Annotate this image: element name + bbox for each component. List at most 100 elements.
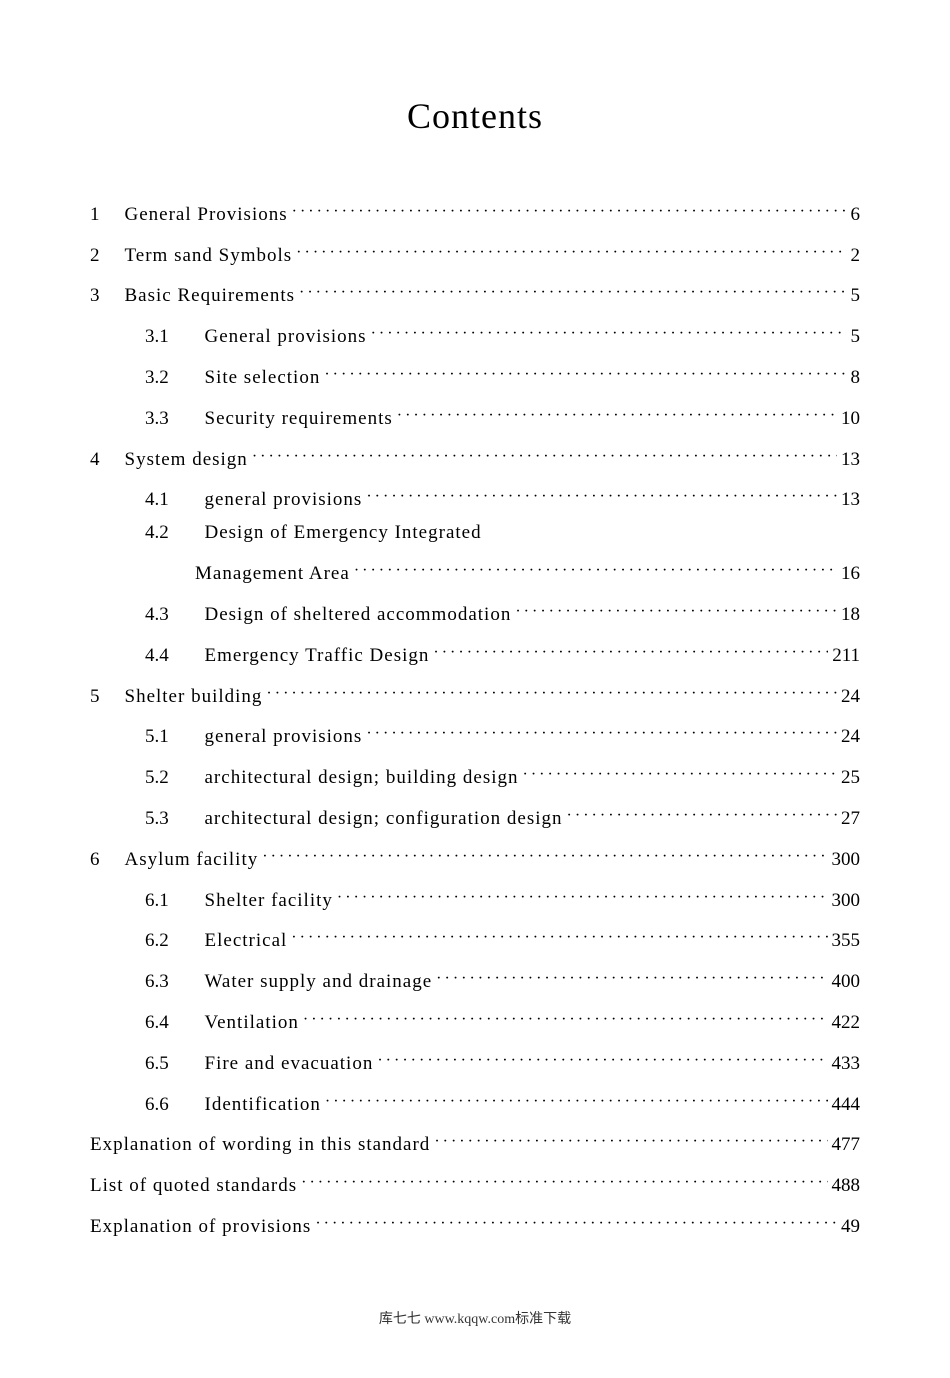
toc-entry-text: Security requirements bbox=[205, 409, 393, 428]
toc-page-number: 8 bbox=[851, 368, 861, 387]
toc-entry-text: Management Area bbox=[195, 564, 350, 583]
toc-page-number: 2 bbox=[851, 246, 861, 265]
toc-entry: Explanation of wording in this standard4… bbox=[90, 1128, 860, 1155]
toc-entry-text: Explanation of provisions bbox=[90, 1217, 311, 1236]
toc-dot-leader bbox=[324, 360, 846, 383]
toc-dot-leader bbox=[371, 319, 847, 342]
toc-page-number: 13 bbox=[841, 490, 860, 509]
toc-dot-leader bbox=[366, 483, 837, 506]
toc-entry-text: architectural design; configuration desi… bbox=[205, 809, 563, 828]
toc-page-number: 477 bbox=[832, 1135, 861, 1154]
toc-dot-leader bbox=[436, 964, 827, 987]
toc-entry: 6.6 Identification 444 bbox=[90, 1087, 860, 1114]
toc-dot-leader bbox=[377, 1046, 827, 1069]
toc-entry-number: 4.4 bbox=[145, 646, 195, 665]
toc-entry: 4.4 Emergency Traffic Design 211 bbox=[90, 638, 860, 665]
toc-entry-text: Design of sheltered accommodation bbox=[205, 605, 512, 624]
toc-entry: List of quoted standards 488 bbox=[90, 1168, 860, 1195]
toc-page-number: 355 bbox=[832, 931, 861, 950]
toc-entry: 6.5 Fire and evacuation 433 bbox=[90, 1046, 860, 1073]
toc-entry-text: List of quoted standards bbox=[90, 1176, 297, 1195]
toc-dot-leader bbox=[354, 556, 837, 579]
toc-entry-number: 5 bbox=[90, 687, 115, 706]
toc-entry-number: 3.3 bbox=[145, 409, 195, 428]
toc-entry-number: 6.2 bbox=[145, 931, 195, 950]
toc-page-number: 13 bbox=[841, 450, 860, 469]
toc-entry-number: 5.2 bbox=[145, 768, 195, 787]
toc-entry: 6.4 Ventilation 422 bbox=[90, 1005, 860, 1032]
toc-page-number: 211 bbox=[832, 646, 860, 665]
toc-entry-number: 4.2 bbox=[145, 523, 195, 542]
toc-dot-leader bbox=[434, 1128, 827, 1151]
toc-entry-text: Shelter facility bbox=[205, 891, 333, 910]
toc-entry-text: Water supply and drainage bbox=[205, 972, 433, 991]
toc-entry-text: Ventilation bbox=[205, 1013, 299, 1032]
toc-page-number: 400 bbox=[832, 972, 861, 991]
toc-entry: 3.1 General provisions5 bbox=[90, 319, 860, 346]
toc-entry-number: 5.3 bbox=[145, 809, 195, 828]
toc-dot-leader bbox=[397, 401, 837, 424]
toc-entry: 3.3 Security requirements 10 bbox=[90, 401, 860, 428]
toc-page-number: 16 bbox=[841, 564, 860, 583]
toc-dot-leader bbox=[299, 279, 847, 302]
toc-page-number: 18 bbox=[841, 605, 860, 624]
toc-entry: 5.3 architectural design; configuration … bbox=[90, 801, 860, 828]
toc-dot-leader bbox=[292, 197, 847, 220]
toc-page-number: 24 bbox=[841, 687, 860, 706]
toc-page-number: 300 bbox=[832, 850, 861, 869]
toc-page-number: 5 bbox=[851, 286, 861, 305]
toc-entry-number: 3 bbox=[90, 286, 115, 305]
toc-entry: 3.2 Site selection 8 bbox=[90, 360, 860, 387]
toc-page-number: 433 bbox=[832, 1054, 861, 1073]
toc-entry-number: 4.3 bbox=[145, 605, 195, 624]
toc-entry-number: 6.4 bbox=[145, 1013, 195, 1032]
toc-entry-text: general provisions bbox=[205, 727, 363, 746]
toc-entry-number: 6.5 bbox=[145, 1054, 195, 1073]
toc-entry-text: Basic Requirements bbox=[125, 286, 296, 305]
toc-entry: 2 Term sand Symbols2 bbox=[90, 238, 860, 265]
toc-entry: 4.2 Design of Emergency Integrated bbox=[90, 523, 860, 542]
toc-page-number: 300 bbox=[832, 891, 861, 910]
toc-entry: Management Area 16 bbox=[90, 556, 860, 583]
toc-entry-text: Fire and evacuation bbox=[205, 1054, 374, 1073]
toc-dot-leader bbox=[252, 442, 837, 465]
toc-dot-leader bbox=[523, 760, 837, 783]
toc-entry-text: Electrical bbox=[205, 931, 288, 950]
toc-entry-text: Emergency Traffic Design bbox=[205, 646, 430, 665]
toc-page-number: 10 bbox=[841, 409, 860, 428]
toc-entry-number: 5.1 bbox=[145, 727, 195, 746]
toc-dot-leader bbox=[291, 924, 827, 947]
toc-entry-number: 4.1 bbox=[145, 490, 195, 509]
toc-page-number: 6 bbox=[851, 205, 861, 224]
toc-entry-number: 3.2 bbox=[145, 368, 195, 387]
toc-entry: Explanation of provisions 49 bbox=[90, 1209, 860, 1236]
page-title: Contents bbox=[90, 95, 860, 137]
toc-page-number: 422 bbox=[832, 1013, 861, 1032]
toc-entry-number: 3.1 bbox=[145, 327, 195, 346]
toc-entry: 6.2 Electrical 355 bbox=[90, 924, 860, 951]
toc-page-number: 444 bbox=[832, 1095, 861, 1114]
toc-entry-text: Shelter building bbox=[125, 687, 263, 706]
toc-entry-text: Term sand Symbols bbox=[125, 246, 293, 265]
toc-dot-leader bbox=[325, 1087, 828, 1110]
toc-dot-leader bbox=[433, 638, 828, 661]
toc-entry: 3 Basic Requirements 5 bbox=[90, 279, 860, 306]
toc-dot-leader bbox=[315, 1209, 837, 1232]
toc-dot-leader bbox=[337, 883, 828, 906]
toc-entry: 6 Asylum facility300 bbox=[90, 842, 860, 869]
toc-entry-number: 6.6 bbox=[145, 1095, 195, 1114]
table-of-contents: 1 General Provisions62 Term sand Symbols… bbox=[90, 197, 860, 1236]
toc-dot-leader bbox=[296, 238, 846, 261]
toc-entry-number: 1 bbox=[90, 205, 115, 224]
toc-entry-text: Site selection bbox=[205, 368, 321, 387]
toc-entry-number: 6.1 bbox=[145, 891, 195, 910]
toc-entry-number: 6 bbox=[90, 850, 115, 869]
toc-dot-leader bbox=[303, 1005, 828, 1028]
toc-entry-number: 6.3 bbox=[145, 972, 195, 991]
toc-entry: 5.2 architectural design; building desig… bbox=[90, 760, 860, 787]
toc-entry-text: System design bbox=[125, 450, 248, 469]
toc-entry: 6.1 Shelter facility 300 bbox=[90, 883, 860, 910]
page-footer: 库七七 www.kqqw.com标准下载 bbox=[0, 1308, 950, 1328]
toc-dot-leader bbox=[262, 842, 827, 865]
toc-entry-text: Identification bbox=[205, 1095, 321, 1114]
